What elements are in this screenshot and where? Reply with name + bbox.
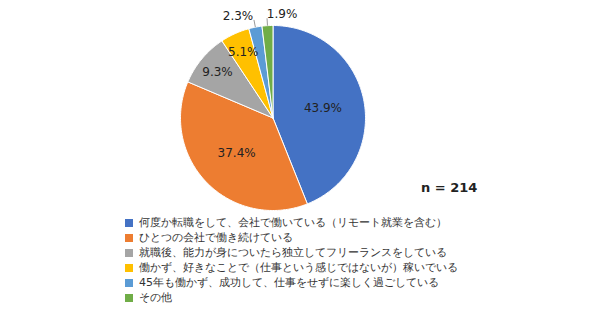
svg-text:43.9%: 43.9% <box>304 101 342 115</box>
html-text:ひとつの会社で働き続けている: ひとつの会社で働き続けている <box>139 231 293 244</box>
svg-text:5.1%: 5.1% <box>228 45 258 59</box>
html-text:働かず、好きなことで（仕事という感じではないが）稼いでいる: 働かず、好きなことで（仕事という感じではないが）稼いでいる <box>139 261 458 274</box>
svg-text:n = 214: n = 214 <box>421 180 477 195</box>
svg-text:1.9%: 1.9% <box>267 7 298 21</box>
html-text:何度か転職をして、会社で働いている（リモート就業を含む）: 何度か転職をして、会社で働いている（リモート就業を含む） <box>139 216 447 229</box>
svg-text:9.3%: 9.3% <box>202 65 233 79</box>
html-text:就職後、能力が身についたら独立してフリーランスをしている: 就職後、能力が身についたら独立してフリーランスをしている <box>139 246 447 259</box>
svg-text:37.4%: 37.4% <box>218 146 256 160</box>
svg-text:2.3%: 2.3% <box>223 9 254 23</box>
html-text:45年も働かず、成功して、仕事をせずに楽しく過ごしている: 45年も働かず、成功して、仕事をせずに楽しく過ごしている <box>139 276 439 289</box>
html-text:その他: その他 <box>139 291 172 304</box>
